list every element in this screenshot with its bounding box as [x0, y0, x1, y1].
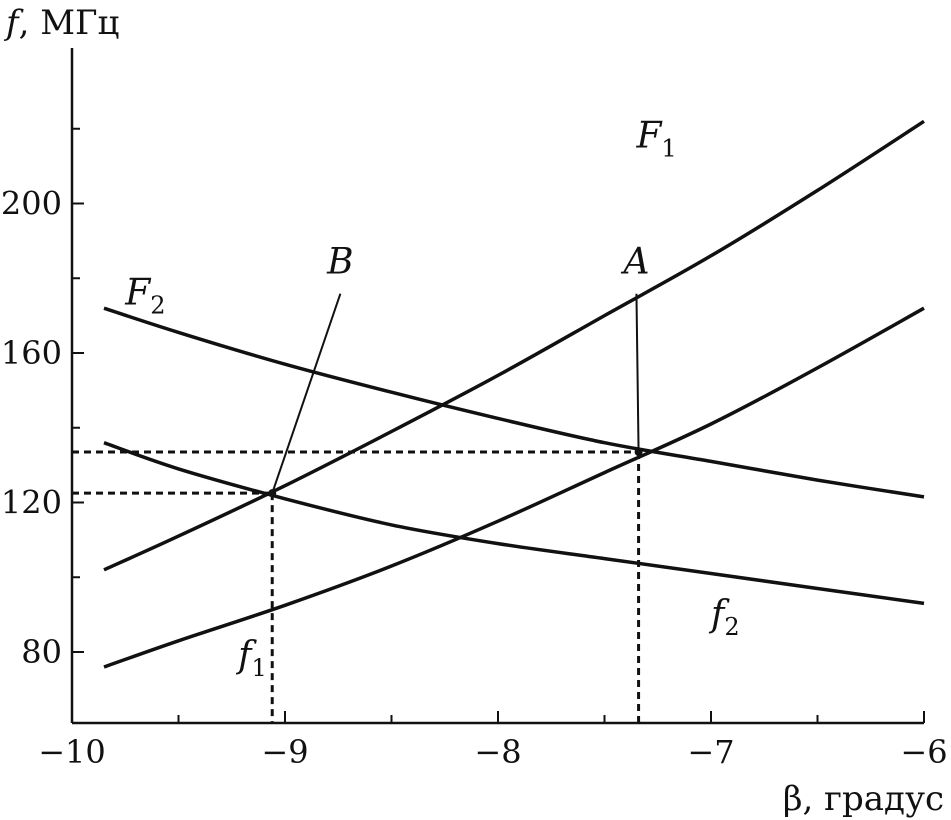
y-axis-title: f, МГц — [3, 3, 119, 43]
point-label-A: A — [620, 242, 649, 283]
y-tick-label: 160 — [1, 334, 62, 372]
series-label-sub: 2 — [150, 291, 165, 319]
series-label-F2: F2 — [124, 272, 165, 319]
point-marker-A — [634, 448, 643, 457]
series-line-F2 — [103, 306, 925, 499]
point-marker-B — [268, 489, 277, 498]
x-tick-label: −10 — [38, 733, 106, 771]
series-label-sub: 1 — [251, 654, 266, 682]
y-tick-label: 200 — [1, 185, 62, 223]
point-pointers — [268, 293, 643, 498]
series-label-main: F — [124, 272, 152, 313]
series-label-sub: 1 — [661, 134, 676, 162]
x-tick-label: −9 — [261, 733, 308, 771]
series-label-f1: f1 — [235, 635, 267, 682]
y-tick-label: 120 — [1, 484, 62, 522]
guide-lines — [72, 450, 641, 723]
pointer-line-A — [635, 293, 640, 453]
point-label-B: B — [326, 242, 353, 283]
series-label-F1: F1 — [635, 115, 676, 162]
series-line-f2 — [103, 441, 925, 606]
pointer-line-B — [271, 293, 342, 494]
x-tick-label: −6 — [900, 733, 947, 771]
series-label-main: F — [635, 115, 663, 156]
series — [103, 119, 925, 669]
series-label-sub: 2 — [724, 613, 739, 641]
series-line-f1 — [103, 306, 925, 669]
series-line-F1 — [103, 119, 925, 572]
series-label-f2: f2 — [708, 594, 740, 641]
ticks: −10 −9 −8 −7 −6 80 120 160 200 — [1, 127, 948, 771]
axes — [70, 48, 924, 725]
y-tick-label: 80 — [21, 633, 62, 671]
x-axis-title: β, градус — [783, 779, 944, 819]
y-axis-unit: , МГц — [19, 3, 120, 43]
x-tick-label: −8 — [474, 733, 521, 771]
x-tick-label: −7 — [687, 733, 734, 771]
